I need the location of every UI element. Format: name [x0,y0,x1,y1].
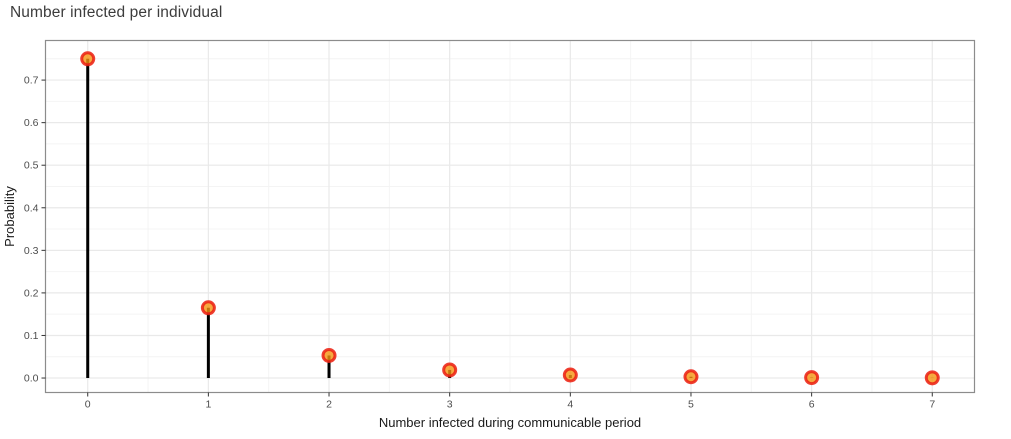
x-tick-label: 0 [85,399,91,411]
y-tick-label: 0.2 [24,287,39,299]
gridlines-major [45,40,975,393]
x-tick-label: 2 [326,399,332,411]
x-tick-label: 3 [447,399,453,411]
x-tick-label: 1 [205,399,211,411]
chart-title: Number infected per individual [10,4,223,21]
y-tick-label: 0.5 [24,160,39,172]
data-point [80,51,96,67]
x-tick-label: 6 [809,399,815,411]
data-point [321,347,337,363]
data-point [200,300,216,316]
x-axis-title: Number infected during communicable peri… [379,415,641,430]
data-point [442,362,458,378]
y-tick-label: 0.0 [24,373,39,385]
y-axis-title: Probability [2,186,17,247]
points [80,51,940,386]
data-point [683,369,699,385]
x-tick-label: 5 [688,399,694,411]
y-tick-label: 0.3 [24,245,39,257]
y-tick-label: 0.6 [24,117,39,129]
x-tick-labels: 0 1 2 3 4 5 6 7 [85,399,936,411]
axis-ticks [41,79,933,397]
y-tick-label: 0.4 [24,202,39,214]
data-point [562,367,578,383]
y-tick-label: 0.1 [24,330,39,342]
data-point [804,370,820,386]
y-tick-labels: 0.0 0.1 0.2 0.3 0.4 0.5 0.6 0.7 [24,75,39,385]
x-tick-label: 4 [567,399,573,411]
data-point [924,370,940,386]
gridlines-minor [45,40,975,393]
x-tick-label: 7 [929,399,935,411]
panel-border [44,39,976,394]
y-tick-label: 0.7 [24,75,39,87]
